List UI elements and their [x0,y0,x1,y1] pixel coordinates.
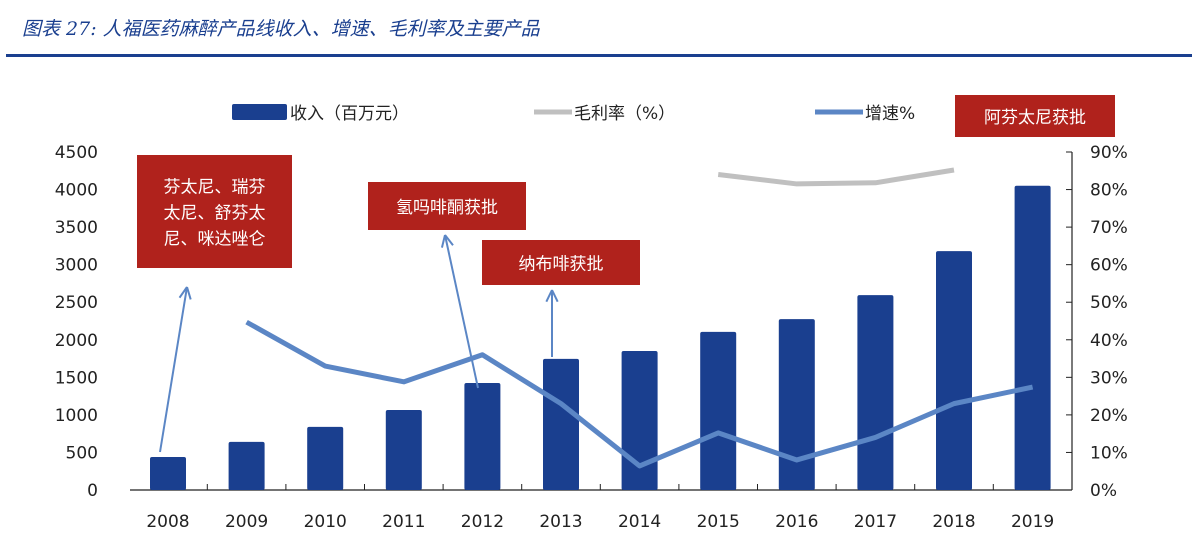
x-tick-label: 2018 [932,512,975,532]
figure-title: 图表 27: 人福医药麻醉产品线收入、增速、毛利率及主要产品 [22,18,540,40]
right-tick-label: 70% [1090,218,1128,238]
right-tick-label: 90% [1090,143,1128,163]
right-tick-label: 50% [1090,293,1128,313]
arrow-head [440,234,446,248]
annotation-text: 氢吗啡酮获批 [396,198,498,218]
x-tick-label: 2008 [146,512,189,532]
bar-2018 [936,251,972,490]
annotation-arrow [159,286,188,453]
bar-2015 [700,331,737,490]
arrow-head [178,286,188,299]
annotation-arrow [444,234,479,389]
legend-swatch-revenue [232,104,287,120]
annotation-text: 太尼、舒芬太 [164,204,266,224]
x-tick-label: 2011 [382,512,425,532]
annotation-box [368,182,526,230]
legend-label-margin: 毛利率（%） [574,104,675,124]
arrow-head [444,234,454,246]
arrow-head [551,289,559,303]
bar-2016 [778,319,815,490]
gross-margin-line [717,167,955,187]
x-tick-label: 2015 [697,512,740,532]
right-tick-label: 20% [1090,406,1128,426]
x-tick-label: 2013 [539,512,582,532]
left-tick-label: 4500 [55,143,98,163]
x-tick-label: 2019 [1011,512,1054,532]
left-tick-label: 2000 [55,331,98,351]
x-tick-label: 2016 [775,512,818,532]
left-tick-label: 3000 [55,256,98,276]
bar-2019 [1014,185,1051,491]
left-tick-label: 2500 [55,293,98,313]
x-tick-label: 2010 [304,512,347,532]
bar-2014 [621,351,658,490]
arrow-head [545,289,553,303]
right-tick-label: 80% [1090,181,1128,201]
bar-2010 [307,426,344,490]
bar-2008 [150,456,186,490]
left-tick-label: 1000 [55,406,98,426]
left-tick-label: 3500 [55,218,98,238]
bar-2017 [857,295,894,490]
bar-2011 [385,410,422,490]
legend-label-revenue: 收入（百万元） [290,104,409,124]
x-tick-label: 2014 [618,512,661,532]
right-tick-label: 10% [1090,443,1128,463]
x-tick-label: 2012 [461,512,504,532]
right-tick-label: 60% [1090,256,1128,276]
x-tick-label: 2009 [225,512,268,532]
left-tick-label: 500 [66,443,98,463]
annotation-text: 阿芬太尼获批 [984,108,1086,128]
annotation-box [482,240,640,285]
bar-2012 [464,382,501,490]
bar-2009 [228,441,265,490]
right-tick-label: 30% [1090,368,1128,388]
left-tick-label: 1500 [55,368,98,388]
left-tick-label: 4000 [55,181,98,201]
annotation-text: 芬太尼、瑞芬 [164,178,266,198]
right-tick-label: 40% [1090,331,1128,351]
bar-2013 [543,358,579,490]
left-tick-label: 0 [87,481,98,501]
legend-label-growth: 增速% [865,104,915,124]
annotation-box [137,155,292,268]
x-tick-label: 2017 [854,512,897,532]
annotation-box [955,95,1115,137]
title-rule [6,54,1192,57]
arrow-head [186,286,192,300]
annotation-text: 纳布啡获批 [519,255,604,275]
annotation-text: 尼、咪达唑仑 [164,230,266,250]
right-tick-label: 0% [1090,481,1117,501]
